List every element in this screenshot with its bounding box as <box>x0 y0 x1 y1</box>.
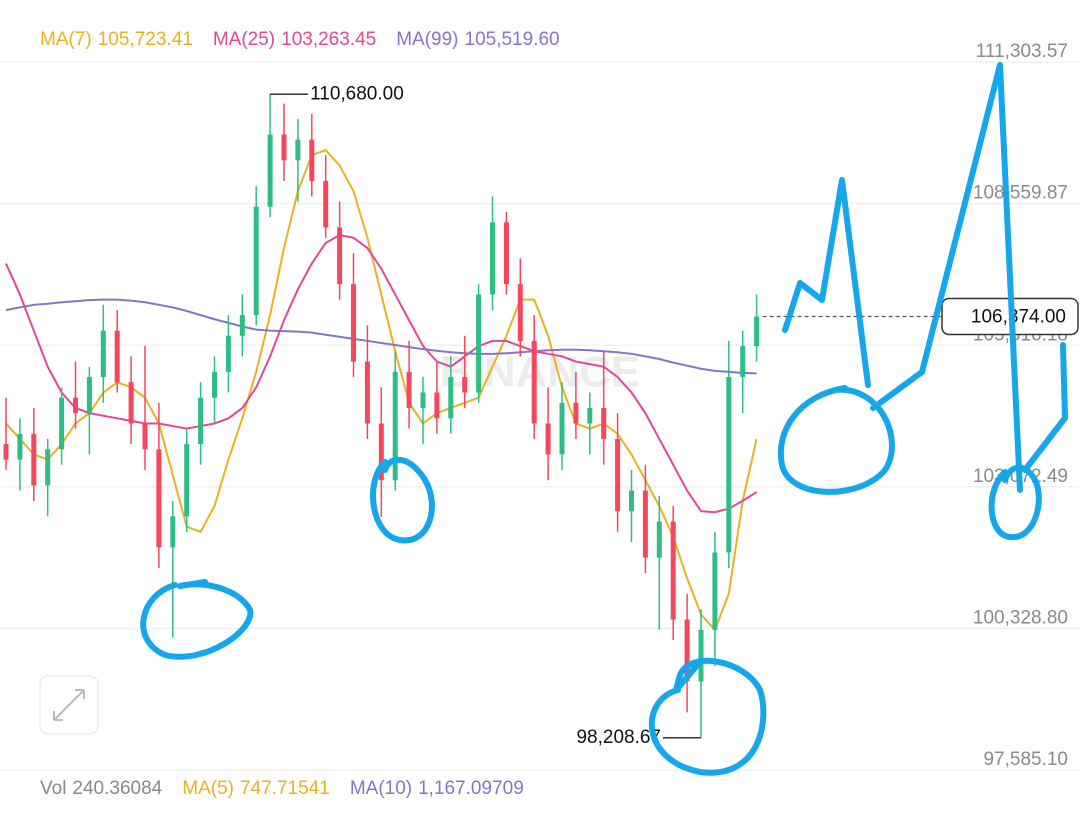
y-tick-label: 111,303.57 <box>976 41 1068 62</box>
ma-line <box>5 298 757 375</box>
candle-body <box>128 382 134 424</box>
candle-body <box>434 392 440 419</box>
candle-body <box>267 134 273 207</box>
candle-body <box>726 377 732 553</box>
legend-entry[interactable]: MA(99) 105,519.60 <box>396 29 559 50</box>
zigzag-annotation <box>870 62 1023 493</box>
candle-body <box>587 407 593 424</box>
candle-body <box>281 134 287 161</box>
candle-body <box>142 423 148 450</box>
candle-body <box>114 330 120 383</box>
circle-annotation <box>140 579 254 660</box>
legend-entry[interactable]: MA(7) 105,723.41 <box>40 29 193 50</box>
y-tick-label: 97,585.10 <box>983 749 1068 770</box>
y-tick-label: 108,559.87 <box>973 183 1068 204</box>
candle-body <box>364 361 370 424</box>
candle-body <box>698 629 704 682</box>
candle-body <box>420 392 426 408</box>
legend-name: MA(25) <box>213 29 275 50</box>
candle-body <box>156 449 162 548</box>
candle-body <box>545 423 551 455</box>
low-label: 98,208.67 <box>576 727 661 748</box>
candle-body <box>17 433 23 460</box>
candle-body <box>531 340 537 424</box>
legend-value: 747.71541 <box>240 778 330 799</box>
candle-body <box>448 377 454 419</box>
candles <box>3 94 760 738</box>
candle-body <box>295 139 301 161</box>
legend-value: 240.36084 <box>72 778 162 799</box>
candle-body <box>656 521 662 558</box>
candle-body <box>378 423 384 481</box>
zigzag-annotation <box>782 177 871 388</box>
candle-body <box>392 371 398 481</box>
candle-body <box>73 397 78 414</box>
candle-body <box>490 222 495 295</box>
candle-body <box>629 490 634 512</box>
candle-body <box>100 330 106 378</box>
legend-entry[interactable]: MA(5) 747.71541 <box>182 778 330 799</box>
candle-body <box>559 402 565 455</box>
legend-name: MA(10) <box>350 778 412 799</box>
legend-name: Vol <box>40 778 66 799</box>
candle-body <box>323 180 329 228</box>
candle-body <box>684 619 690 682</box>
high-label: 110,680.00 <box>310 83 404 104</box>
candle-body <box>406 371 412 408</box>
circle-annotation <box>777 385 895 495</box>
legend-value: 105,519.60 <box>465 29 560 50</box>
legend-name: MA(7) <box>40 29 92 50</box>
candle-body <box>253 206 259 316</box>
candle-body <box>462 377 468 393</box>
candle-body <box>309 139 315 181</box>
candle-body <box>212 371 217 398</box>
labels: 111,303.57108,559.87105,816.18103,072.49… <box>40 29 1079 799</box>
candle-body <box>601 407 607 439</box>
candle-body <box>45 449 51 486</box>
legend-value: 105,723.41 <box>98 29 193 50</box>
legend-name: MA(99) <box>396 29 458 50</box>
candle-body <box>86 377 92 414</box>
candle-body <box>170 516 176 548</box>
expand-icon <box>53 689 85 721</box>
candle-body <box>225 335 231 372</box>
legend-entry[interactable]: MA(25) 103,263.45 <box>213 29 376 50</box>
legend-entry[interactable]: Vol 240.36084 <box>40 778 163 799</box>
legend-entry[interactable]: MA(10) 1,167.09709 <box>350 778 524 799</box>
candle-body <box>517 284 523 341</box>
candle-body <box>239 315 245 336</box>
last-price-label: 106,374.00 <box>971 306 1066 327</box>
candle-body <box>615 438 621 512</box>
candle-body <box>351 284 356 362</box>
candle-body <box>198 397 204 445</box>
candle-body <box>3 444 9 460</box>
circle-annotation <box>370 456 435 544</box>
zigzag-annotation <box>1022 342 1068 473</box>
circle-annotation <box>648 657 767 776</box>
hand-drawing <box>140 62 1068 776</box>
candle-body <box>573 402 579 424</box>
grid <box>0 61 1080 771</box>
candle-body <box>337 227 343 285</box>
candle-body <box>59 397 65 450</box>
candle-body <box>642 490 648 558</box>
candle-body <box>503 222 509 285</box>
legend-name: MA(5) <box>182 778 234 799</box>
candle-body <box>740 346 746 378</box>
candle-body <box>476 294 482 393</box>
candle-body <box>31 433 37 486</box>
legend-value: 1,167.09709 <box>418 778 524 799</box>
candle-body <box>712 552 718 630</box>
watermark: BINANCE <box>440 348 640 397</box>
legend-value: 103,263.45 <box>281 29 376 50</box>
candle-body <box>754 316 760 347</box>
candle-body <box>670 521 676 620</box>
y-tick-label: 100,328.80 <box>973 607 1068 628</box>
candle-body <box>184 444 190 517</box>
